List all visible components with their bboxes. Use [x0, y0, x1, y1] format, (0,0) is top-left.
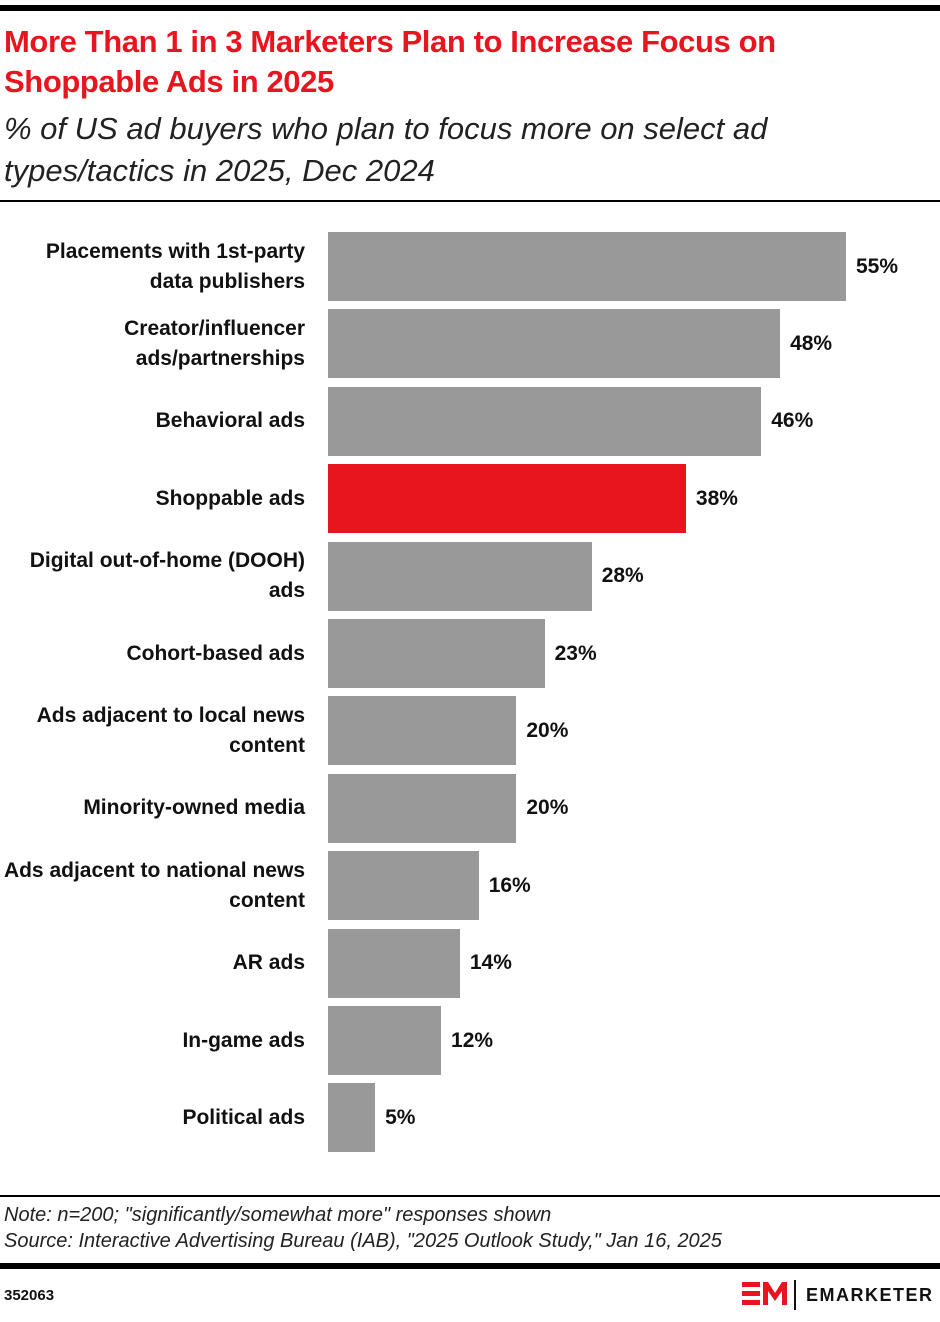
- category-label: Cohort-based ads: [126, 641, 305, 665]
- value-label: 20%: [526, 718, 569, 742]
- bar: [328, 232, 846, 301]
- category-label: AR ads: [232, 951, 305, 975]
- footer-rule: [0, 1195, 940, 1197]
- top-rule: [0, 5, 940, 11]
- value-label: 14%: [469, 951, 512, 975]
- source: Source: Interactive Advertising Bureau (…: [4, 1230, 722, 1252]
- category-label: Digital out-of-home (DOOH) ads: [29, 549, 305, 603]
- chart-subtitle: % of US ad buyers who plan to focus more…: [4, 111, 768, 188]
- bar: [328, 696, 517, 766]
- value-label: 12%: [451, 1028, 494, 1052]
- category-label: Shoppable ads: [155, 486, 305, 510]
- chart-id: 352063: [4, 1287, 55, 1304]
- bar: [328, 619, 545, 688]
- header-rule: [0, 200, 940, 202]
- bar: [328, 386, 762, 456]
- value-label: 20%: [526, 796, 569, 820]
- value-label: 5%: [385, 1105, 416, 1129]
- category-label: Creator/influencer ads/partnerships: [124, 316, 305, 370]
- bar: [328, 309, 781, 379]
- bar: [328, 773, 517, 843]
- note: Note: n=200; "significantly/somewhat mor…: [4, 1204, 552, 1226]
- category-label: Ads adjacent to national news content: [3, 858, 305, 912]
- brand: EMARKETER: [806, 1285, 934, 1305]
- category-label: Placements with 1st-party data publisher…: [45, 239, 305, 293]
- bar: [328, 928, 460, 998]
- bar: [328, 851, 479, 921]
- value-label: 46%: [771, 409, 814, 433]
- bar: [328, 541, 592, 611]
- category-label: In-game ads: [182, 1028, 305, 1052]
- category-label: Minority-owned media: [83, 796, 305, 820]
- bottom-rule: [0, 1263, 940, 1269]
- bar: [328, 1006, 442, 1075]
- value-label: 48%: [790, 331, 833, 355]
- category-label: Ads adjacent to local news content: [36, 703, 305, 757]
- category-label: Political ads: [182, 1105, 305, 1129]
- bar: [328, 464, 686, 534]
- bar: [328, 1083, 376, 1153]
- category-label: Behavioral ads: [155, 409, 305, 433]
- chart-title: More Than 1 in 3 Marketers Plan to Incre…: [4, 24, 776, 99]
- value-label: 23%: [554, 641, 597, 665]
- value-label: 28%: [601, 564, 644, 588]
- logo-mark: [742, 1280, 796, 1310]
- value-label: 38%: [695, 486, 738, 510]
- value-label: 16%: [488, 873, 531, 897]
- value-label: 55%: [856, 254, 899, 278]
